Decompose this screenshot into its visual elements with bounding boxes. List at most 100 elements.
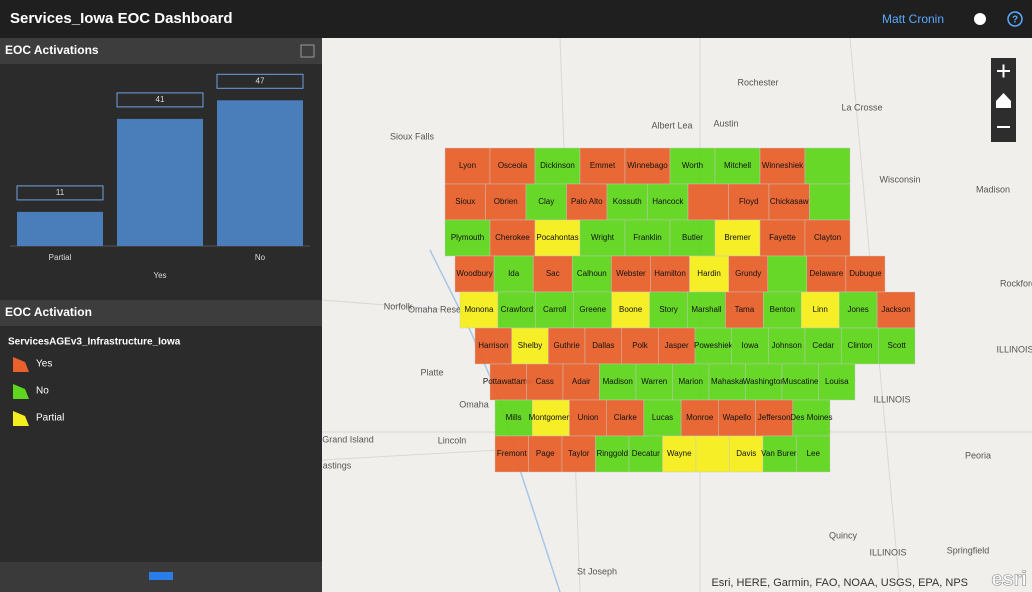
county bbox=[647, 183, 689, 221]
county bbox=[694, 327, 732, 365]
legend-label: Partial bbox=[36, 413, 64, 424]
place-label: astings bbox=[323, 460, 352, 470]
county bbox=[792, 399, 831, 437]
app-title: Services_Iowa EOC Dashboard bbox=[10, 10, 233, 27]
county bbox=[806, 255, 847, 293]
county bbox=[804, 219, 851, 257]
county-label: Marion bbox=[679, 377, 703, 386]
place-label: St Joseph bbox=[577, 566, 617, 576]
county-label: Sac bbox=[546, 269, 560, 278]
county bbox=[801, 291, 840, 329]
county-label: Delaware bbox=[809, 269, 843, 278]
county-label: Lucas bbox=[652, 413, 673, 422]
value-label: 11 bbox=[56, 188, 65, 197]
county-label: Cass bbox=[536, 377, 554, 386]
county-label: Washington bbox=[743, 377, 785, 386]
county-label: Scott bbox=[888, 341, 907, 350]
layer-name: ServicesAGEv3_Infrastructure_Iowa bbox=[8, 337, 181, 348]
county-label: Lyon bbox=[459, 161, 476, 170]
page-button[interactable] bbox=[149, 572, 173, 580]
help-text[interactable]: ? bbox=[1012, 15, 1018, 26]
attribution: Esri, HERE, Garmin, FAO, NOAA, USGS, EPA… bbox=[711, 577, 968, 589]
county bbox=[841, 327, 879, 365]
county bbox=[662, 435, 697, 473]
county bbox=[728, 183, 770, 221]
county bbox=[494, 399, 533, 437]
county-label: Jasper bbox=[665, 341, 689, 350]
county bbox=[525, 183, 567, 221]
legend-swatch bbox=[13, 357, 29, 372]
legend-swatch bbox=[13, 411, 29, 426]
maximize-icon[interactable] bbox=[300, 44, 315, 58]
place-label: Grand Island bbox=[322, 434, 374, 444]
county bbox=[804, 327, 842, 365]
county-label: Taylor bbox=[568, 449, 590, 458]
places: Rochester La Crosse Albert Lea Austin Sioux … bbox=[322, 77, 1032, 576]
county-label: Warren bbox=[641, 377, 667, 386]
county-label: Dallas bbox=[592, 341, 614, 350]
county-label: Dickinson bbox=[540, 161, 575, 170]
zoom-buttons[interactable] bbox=[997, 64, 1010, 128]
county bbox=[718, 399, 756, 437]
county bbox=[511, 327, 549, 365]
value-box bbox=[16, 185, 104, 201]
place-label: Albert Lea bbox=[651, 120, 692, 130]
county-label: Fayette bbox=[769, 233, 796, 242]
county-label: Hamilton bbox=[654, 269, 686, 278]
place-label: Omaha Reservation bbox=[408, 304, 488, 314]
county-label: Boone bbox=[619, 305, 643, 314]
county-label: Webster bbox=[616, 269, 646, 278]
county-label: Iowa bbox=[742, 341, 759, 350]
county bbox=[474, 327, 512, 365]
county bbox=[611, 291, 650, 329]
county bbox=[672, 363, 710, 401]
county-label: Pottawattamie bbox=[483, 377, 534, 386]
county-label: Jones bbox=[847, 305, 868, 314]
county-label: Floyd bbox=[739, 197, 759, 206]
county-label: Monroe bbox=[686, 413, 714, 422]
county bbox=[768, 183, 810, 221]
county-label: Carroll bbox=[543, 305, 567, 314]
county bbox=[459, 291, 499, 329]
county-label: Poweshiek bbox=[694, 341, 734, 350]
place-label: Norfolk bbox=[384, 301, 413, 311]
county-label: Jackson bbox=[881, 305, 910, 314]
county bbox=[599, 363, 637, 401]
county-label: Guthrie bbox=[554, 341, 581, 350]
county-label: Pocahontas bbox=[536, 233, 578, 242]
value-box bbox=[216, 73, 304, 89]
county bbox=[745, 363, 783, 401]
county-label: Franklin bbox=[633, 233, 661, 242]
counties: Lyon Osceola Dickinson Emmet Winnebago Worth M… bbox=[444, 147, 916, 473]
help-icon[interactable] bbox=[1007, 11, 1023, 27]
county bbox=[768, 327, 806, 365]
county bbox=[876, 291, 916, 329]
county bbox=[489, 363, 527, 401]
county bbox=[584, 327, 622, 365]
value-label: 47 bbox=[256, 76, 265, 85]
county-label: Greene bbox=[579, 305, 606, 314]
county-label: Mahaska bbox=[711, 377, 744, 386]
user-menu[interactable]: Matt Cronin bbox=[882, 12, 944, 26]
county-label: Dubuque bbox=[849, 269, 882, 278]
bar bbox=[117, 118, 203, 246]
county bbox=[759, 147, 806, 185]
county-label: Woodbury bbox=[456, 269, 492, 278]
county-label: Butler bbox=[682, 233, 703, 242]
county-label: Cherokee bbox=[495, 233, 530, 242]
county-label: Emmet bbox=[590, 161, 616, 170]
county-label: Story bbox=[659, 305, 678, 314]
x-tick-label: No bbox=[255, 253, 266, 262]
county bbox=[728, 255, 768, 293]
legend: Yes No Partial bbox=[13, 357, 64, 426]
county-label: Tama bbox=[735, 305, 755, 314]
toggle[interactable] bbox=[974, 13, 986, 25]
county-label: Polk bbox=[632, 341, 649, 350]
county-label: Union bbox=[578, 413, 599, 422]
county-label: Palo Alto bbox=[571, 197, 603, 206]
panel-header bbox=[0, 300, 322, 326]
county bbox=[809, 183, 851, 221]
home-button[interactable] bbox=[996, 93, 1011, 108]
county bbox=[796, 435, 831, 473]
